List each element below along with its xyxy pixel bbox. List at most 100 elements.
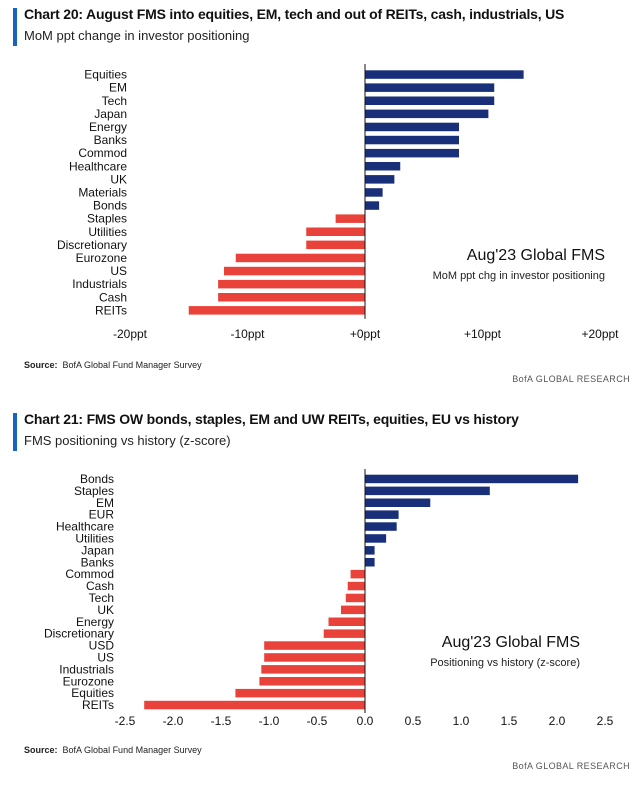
- category-label-materials: Materials: [78, 185, 127, 199]
- bar-cash: [347, 581, 365, 591]
- annotation-subtitle: MoM ppt chg in investor positioning: [433, 270, 605, 282]
- chart-20-panel: Chart 20: August FMS into equities, EM, …: [0, 0, 640, 392]
- x-tick-label: 2.5: [597, 714, 614, 728]
- annotation-subtitle: Positioning vs history (z-score): [430, 657, 580, 669]
- category-label-eur: EUR: [89, 508, 115, 522]
- category-label-eurozone: Eurozone: [63, 674, 115, 688]
- bar-staples: [365, 486, 490, 496]
- category-label-us: US: [110, 264, 127, 278]
- x-tick-label: -2.5: [115, 714, 136, 728]
- bar-utilities: [365, 534, 387, 543]
- x-tick-label: 1.5: [501, 714, 518, 728]
- bar-bonds: [365, 474, 579, 484]
- bar-discretionary: [306, 240, 365, 250]
- x-tick-label: 0.0: [357, 714, 374, 728]
- bar-industrials: [261, 665, 365, 674]
- bar-us: [264, 653, 365, 662]
- x-tick-label: -10ppt: [230, 327, 265, 341]
- x-tick-label: 0.5: [405, 714, 422, 728]
- bar-eurozone: [235, 253, 365, 263]
- category-label-healthcare: Healthcare: [56, 520, 114, 534]
- bar-bonds: [365, 201, 380, 210]
- category-label-eurozone: Eurozone: [76, 251, 128, 265]
- chart-21-source: Source: BofA Global Fund Manager Survey: [24, 745, 202, 755]
- category-label-em: EM: [109, 81, 127, 95]
- x-tick-label: -1.0: [259, 714, 280, 728]
- bar-em: [365, 498, 431, 507]
- x-tick-label: 1.0: [453, 714, 470, 728]
- category-label-cash: Cash: [86, 579, 114, 593]
- category-label-tech: Tech: [89, 591, 114, 605]
- bar-healthcare: [365, 162, 401, 171]
- category-label-commod: Commod: [65, 567, 114, 581]
- category-label-discretionary: Discretionary: [57, 238, 127, 252]
- category-label-uk: UK: [97, 603, 114, 617]
- category-label-utilities: Utilities: [88, 225, 127, 239]
- bar-utilities: [306, 227, 365, 236]
- chart-21-subtitle: FMS positioning vs history (z-score): [24, 433, 231, 448]
- bar-eurozone: [259, 677, 365, 686]
- category-label-reits: REITs: [82, 698, 114, 712]
- category-label-staples: Staples: [74, 484, 114, 498]
- source-label: Source:: [24, 360, 58, 370]
- bar-staples: [335, 214, 365, 223]
- category-label-staples: Staples: [87, 212, 127, 226]
- annotation-title: Aug'23 Global FMS: [442, 634, 580, 651]
- x-tick-label: +10ppt: [464, 327, 502, 341]
- title-accent-bar: [13, 8, 17, 46]
- category-label-banks: Banks: [81, 555, 114, 569]
- chart-20-footer: BofA GLOBAL RESEARCH: [512, 374, 630, 384]
- category-label-industrials: Industrials: [72, 277, 127, 291]
- category-label-reits: REITs: [95, 303, 127, 317]
- category-label-tech: Tech: [102, 94, 127, 108]
- category-label-banks: Banks: [94, 133, 127, 147]
- bar-healthcare: [365, 522, 397, 531]
- category-label-us: US: [97, 650, 114, 664]
- category-label-japan: Japan: [81, 543, 114, 557]
- category-label-equities: Equities: [84, 68, 127, 82]
- x-tick-label: -2.0: [163, 714, 184, 728]
- bar-commod: [365, 148, 459, 158]
- x-tick-label: +0ppt: [350, 327, 381, 341]
- bar-industrials: [218, 279, 365, 289]
- bar-tech: [365, 96, 495, 105]
- category-label-em: EM: [96, 496, 114, 510]
- category-label-healthcare: Healthcare: [69, 159, 127, 173]
- bar-japan: [365, 546, 375, 555]
- bar-cash: [218, 293, 365, 302]
- bar-energy: [365, 122, 459, 132]
- category-label-commod: Commod: [78, 146, 127, 160]
- category-label-bonds: Bonds: [80, 472, 114, 486]
- x-tick-label: -1.5: [211, 714, 232, 728]
- source-text: BofA Global Fund Manager Survey: [62, 360, 202, 370]
- title-accent-bar: [13, 413, 17, 451]
- bar-banks: [365, 135, 459, 145]
- bar-energy: [328, 617, 365, 626]
- bar-equities: [235, 688, 365, 698]
- bar-reits: [188, 306, 365, 315]
- source-text: BofA Global Fund Manager Survey: [62, 745, 202, 755]
- category-label-utilities: Utilities: [75, 531, 114, 545]
- x-tick-label: +20ppt: [581, 327, 619, 341]
- category-label-equities: Equities: [71, 686, 114, 700]
- bar-commod: [350, 569, 365, 579]
- category-label-cash: Cash: [99, 290, 127, 304]
- bar-us: [224, 266, 365, 276]
- bar-tech: [345, 593, 365, 603]
- bar-japan: [365, 109, 489, 119]
- category-label-usd: USD: [89, 639, 115, 653]
- bar-usd: [264, 641, 365, 650]
- bar-banks: [365, 558, 375, 567]
- bar-em: [365, 83, 495, 92]
- chart-21-title: Chart 21: FMS OW bonds, staples, EM and …: [24, 411, 519, 427]
- x-tick-label: -20ppt: [113, 327, 148, 341]
- bar-discretionary: [323, 629, 365, 638]
- category-label-japan: Japan: [94, 107, 127, 121]
- chart-20-title: Chart 20: August FMS into equities, EM, …: [24, 6, 565, 22]
- source-label: Source:: [24, 745, 58, 755]
- chart-20-source: Source: BofA Global Fund Manager Survey: [24, 360, 202, 370]
- category-label-discretionary: Discretionary: [44, 627, 114, 641]
- x-tick-label: -0.5: [307, 714, 328, 728]
- bar-uk: [365, 175, 395, 184]
- bar-eur: [365, 510, 399, 519]
